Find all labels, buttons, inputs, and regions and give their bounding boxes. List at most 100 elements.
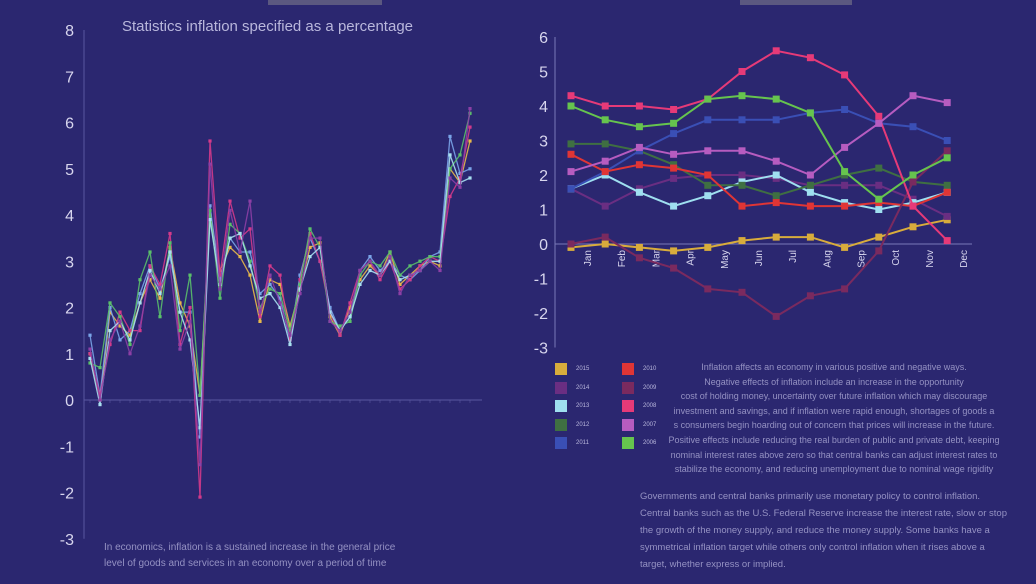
- data-point: [458, 153, 462, 157]
- data-point: [448, 134, 452, 138]
- data-point: [635, 143, 643, 151]
- data-point: [378, 264, 382, 268]
- data-point: [567, 185, 575, 193]
- x-tick-label: Aug: [822, 250, 833, 268]
- legend-label: 2014: [576, 384, 590, 391]
- data-point: [288, 324, 292, 328]
- data-point: [388, 259, 392, 263]
- data-point: [168, 231, 172, 236]
- data-point: [806, 188, 814, 196]
- data-point: [168, 250, 172, 254]
- series-line: [570, 153, 948, 208]
- data-point: [468, 167, 472, 171]
- data-point: [943, 181, 951, 189]
- policy-line: target, whether express or implied.: [640, 559, 786, 570]
- data-point: [772, 199, 780, 207]
- data-point: [278, 292, 282, 296]
- data-point: [308, 236, 312, 240]
- data-point: [188, 273, 192, 277]
- data-point: [188, 305, 192, 310]
- data-point: [198, 426, 202, 430]
- data-point: [168, 255, 172, 259]
- data-point: [298, 273, 302, 277]
- data-point: [198, 435, 202, 439]
- data-point: [98, 403, 102, 407]
- y-tick-label: 3: [65, 254, 74, 271]
- data-point: [772, 157, 780, 165]
- data-point: [278, 282, 282, 286]
- data-point: [772, 116, 780, 124]
- monetary-policy-text: Governments and central banks primarily …: [640, 488, 1010, 573]
- data-point: [148, 273, 152, 277]
- legend-swatch: [622, 400, 634, 412]
- data-point: [388, 255, 392, 259]
- data-point: [909, 223, 917, 231]
- data-point: [841, 168, 849, 176]
- data-point: [158, 296, 162, 300]
- data-point: [218, 273, 222, 277]
- data-point: [228, 199, 232, 203]
- data-point: [772, 312, 780, 320]
- x-tick-label: Nov: [925, 250, 936, 268]
- data-point: [228, 236, 232, 240]
- data-point: [188, 338, 192, 342]
- y-tick-label: 2: [539, 168, 548, 185]
- data-point: [704, 285, 712, 293]
- data-point: [567, 150, 575, 158]
- legend-label: 2015: [576, 366, 590, 372]
- data-point: [108, 301, 112, 305]
- data-point: [875, 206, 883, 213]
- effects-line: Negative effects of inflation include an…: [704, 376, 964, 387]
- data-point: [218, 278, 222, 282]
- data-point: [601, 168, 609, 176]
- data-point: [468, 125, 472, 129]
- data-point: [704, 192, 712, 200]
- data-point: [158, 287, 162, 291]
- y-tick-label: 5: [539, 65, 548, 82]
- data-point: [567, 243, 575, 251]
- data-point: [806, 181, 814, 189]
- data-point: [408, 264, 412, 268]
- legend-item: 2013: [555, 400, 589, 412]
- data-point: [358, 273, 362, 277]
- data-point: [567, 168, 575, 176]
- legend-swatch: [555, 363, 567, 375]
- data-point: [348, 319, 352, 323]
- left-chart-title: Statistics inflation specified as a perc…: [122, 18, 413, 35]
- data-point: [438, 259, 442, 263]
- data-point: [875, 199, 883, 207]
- data-point: [704, 95, 712, 103]
- data-point: [158, 292, 162, 296]
- data-point: [398, 273, 402, 277]
- data-point: [943, 216, 951, 224]
- data-point: [635, 185, 643, 193]
- data-point: [238, 231, 242, 236]
- data-point: [348, 305, 352, 310]
- inflation-effects-text: Inflation affects an economy in various …: [664, 360, 1004, 477]
- legend-item: 2007: [622, 418, 656, 431]
- data-point: [875, 164, 883, 172]
- y-tick-label: 1: [539, 203, 548, 220]
- data-point: [943, 188, 951, 196]
- data-point: [841, 106, 849, 113]
- y-tick-label: -3: [60, 532, 74, 549]
- data-point: [398, 287, 402, 291]
- data-point: [408, 273, 412, 277]
- header-tab-right: [740, 0, 852, 5]
- data-point: [378, 278, 382, 282]
- data-point: [88, 347, 92, 351]
- data-point: [738, 116, 746, 124]
- data-point: [601, 240, 609, 248]
- legend-swatch: [622, 437, 634, 449]
- series-line: [570, 150, 948, 318]
- data-point: [738, 68, 746, 75]
- data-point: [178, 310, 182, 314]
- data-point: [670, 106, 678, 113]
- data-point: [909, 171, 917, 179]
- data-point: [248, 273, 252, 277]
- data-point: [198, 463, 202, 467]
- x-tick-label: Oct: [891, 250, 902, 266]
- data-point: [298, 287, 302, 291]
- x-tick-label: Feb: [617, 250, 628, 268]
- data-point: [88, 333, 92, 337]
